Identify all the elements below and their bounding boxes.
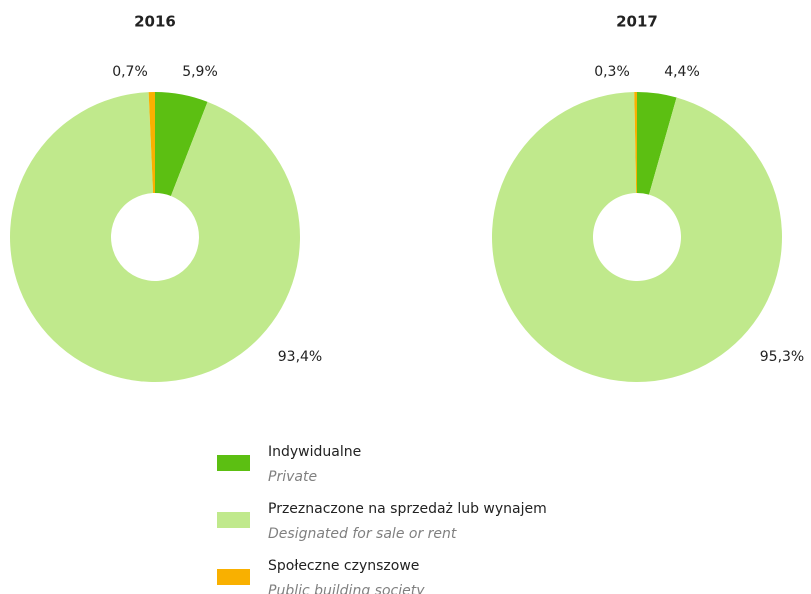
donut-slice (9, 92, 300, 382)
legend-label: Przeznaczone na sprzedaż lub wynajem (268, 501, 547, 517)
data-label: 95,3% (760, 349, 804, 365)
data-label: 5,9% (182, 64, 218, 80)
donut-slice (634, 92, 637, 194)
legend-swatch (217, 512, 250, 528)
donut-slice (637, 92, 677, 195)
data-label: 93,4% (278, 349, 322, 365)
chart-title: 2017 (616, 13, 658, 31)
legend-label-en: Public building society (268, 583, 425, 594)
data-label: 0,7% (112, 64, 148, 80)
legend-swatch (217, 569, 250, 585)
legend-label-en: Private (268, 469, 317, 485)
data-label: 0,3% (594, 64, 630, 80)
chart-title: 2016 (134, 13, 176, 31)
donut-slice (148, 92, 155, 194)
donut-slice (155, 92, 208, 196)
data-label: 4,4% (664, 64, 700, 80)
legend-label-en: Designated for sale or rent (268, 526, 457, 542)
legend-swatch (217, 455, 250, 471)
donut-slice (491, 92, 782, 382)
legend-label: Indywidualne (268, 444, 361, 460)
legend-label: Społeczne czynszowe (268, 558, 419, 574)
